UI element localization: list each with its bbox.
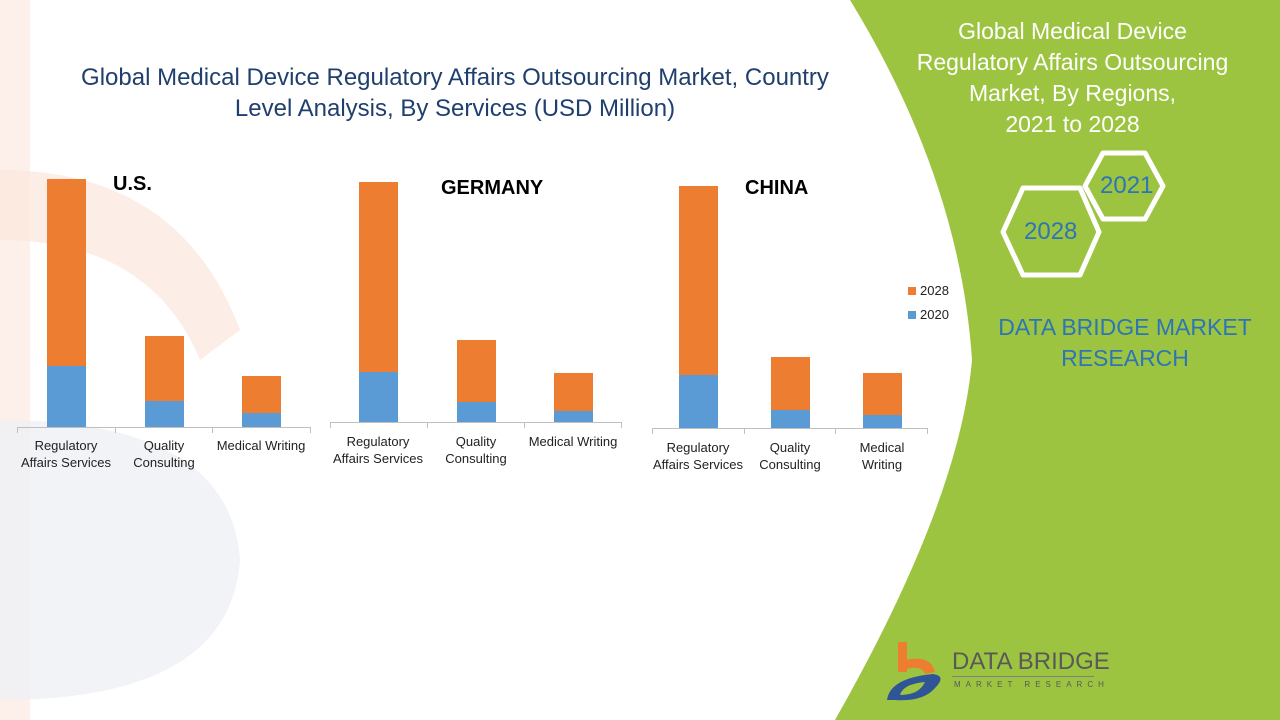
x-tick-label-line: Quality [143,438,185,453]
hexagon-2028 [1000,185,1102,278]
bar-2020 [771,410,810,428]
x-tick-label-line: Consulting [445,451,507,466]
bar-2020 [242,413,281,427]
legend-swatch-2020 [908,311,916,319]
side-title-line: 2021 to 2028 [1005,111,1140,137]
legend-item-2020: 2020 [908,307,949,322]
x-tick [743,428,745,434]
x-tick-label-line: Medical Writing [528,434,618,449]
legend-item-2028: 2028 [908,283,949,298]
x-tick-label-line: Affairs Services [332,451,424,466]
page-title: Global Medical Device Regulatory Affairs… [81,64,829,122]
bar-2020 [679,375,718,428]
x-tick-label-line: Quality [769,440,811,455]
x-tick-label-line: Consulting [759,457,821,472]
x-axis [652,428,927,429]
x-tick [524,422,525,428]
x-tick [652,428,653,434]
x-tick-label-line: Medical Writing [216,438,306,453]
legend-label: 2028 [920,283,949,298]
x-tick-label-line: Regulatory [666,440,730,455]
logo-divider [952,676,1094,677]
side-title-line: Regulatory Affairs Outsourcing [916,49,1229,75]
legend-label: 2020 [920,307,949,322]
bar-2020 [145,401,184,427]
logo-name: DATA BRIDGE [952,648,1110,675]
hexagon-2021 [1082,150,1166,222]
x-tick-label-line: Writing [861,457,903,472]
bar-2028 [145,336,184,401]
x-tick-label: Regulatory Affairs Services [16,437,116,471]
brand-line: RESEARCH [1061,345,1189,371]
legend: 2028 2020 [908,283,949,322]
legend-swatch-2028 [908,287,916,295]
bar-2028 [242,376,281,413]
x-tick [427,422,428,428]
x-tick-label: Medical Writing [523,433,623,450]
bar-2028 [863,373,902,415]
x-axis [17,427,310,428]
x-tick-label-line: Regulatory [346,434,410,449]
x-tick-label: Quality Consulting [114,437,214,471]
x-axis [330,422,621,423]
bar-2028 [771,357,810,410]
x-tick [927,428,928,434]
hex-label-2021: 2021 [1100,172,1154,199]
hexagon-graphic [1000,150,1166,278]
logo-icon [887,642,941,701]
side-title-line: Global Medical Device [958,18,1187,44]
x-tick-label: Quality Consulting [426,433,526,467]
x-tick-label-line: Quality [455,434,497,449]
side-title-line: Market, By Regions, [968,80,1177,106]
x-tick [835,428,837,434]
bar-2020 [554,411,593,422]
x-tick [330,422,331,428]
side-panel-title: Global Medical Device Regulatory Affairs… [890,16,1255,140]
hex-label-2028: 2028 [1024,218,1078,245]
x-tick [212,427,214,433]
bar-2020 [359,372,398,422]
x-tick-label: Medical Writing [211,437,311,454]
x-tick [310,427,311,433]
green-panel [835,0,1280,720]
x-tick-label-line: Consulting [133,455,195,470]
bar-2020 [863,415,902,428]
chart-title: U.S. [113,173,152,195]
x-tick-label-line: Affairs Services [20,455,112,470]
brand-line: DATA BRIDGE MARKET [998,314,1252,340]
x-tick [621,422,622,428]
x-tick-label-line: Regulatory [34,438,98,453]
bar-2028 [554,373,593,411]
bar-2028 [679,186,718,375]
x-tick [114,427,116,433]
bar-2028 [47,179,86,366]
x-tick-label: Medical Writing [832,439,932,473]
chart-title: GERMANY [441,177,544,199]
chart-title: CHINA [745,177,809,199]
x-tick-label: Regulatory Affairs Services [648,439,748,473]
bar-2028 [359,182,398,372]
x-tick-label: Quality Consulting [740,439,840,473]
x-tick [17,427,18,433]
bar-2020 [47,366,86,427]
x-tick-label-line: Medical [859,440,905,455]
x-tick-label-line: Affairs Services [652,457,744,472]
bar-2028 [457,340,496,402]
logo-sub: MARKET RESEARCH [954,680,1109,689]
brand-text: DATA BRIDGE MARKET RESEARCH [990,312,1260,374]
bar-2020 [457,402,496,422]
x-tick-label: Regulatory Affairs Services [328,433,428,467]
